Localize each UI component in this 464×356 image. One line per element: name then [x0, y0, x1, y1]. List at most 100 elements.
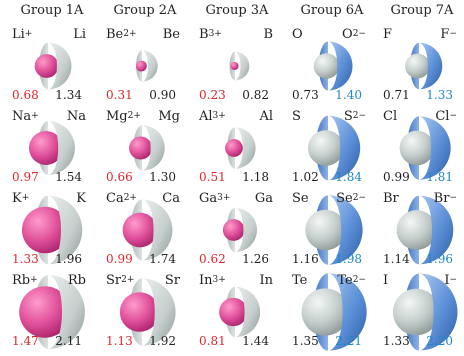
- ion-label: Al3+: [199, 110, 226, 124]
- ion-radius-value: 0.62: [199, 252, 226, 266]
- cell-5-2: Cl Cl− 0.99 1.81: [373, 106, 464, 190]
- atom-radius-value: 1.54: [55, 170, 82, 184]
- atom-drawing: [19, 275, 85, 349]
- metal-atom-outer-shell: [48, 42, 72, 90]
- atom-label: S: [292, 110, 301, 124]
- atom-drawing: [308, 115, 361, 181]
- ion-label-symbol: Al: [199, 109, 213, 124]
- atom-label: B: [263, 28, 273, 42]
- ion-label: Be2+: [106, 28, 137, 42]
- metal-atom-inner-sphere: [28, 131, 63, 165]
- ion-radius-value: 2.21: [335, 334, 362, 348]
- group-header-1: Group 1A: [20, 3, 84, 18]
- atom-label-symbol: In: [259, 273, 273, 288]
- ion-label: Ca2+: [106, 192, 137, 206]
- ion-label: Br−: [434, 192, 457, 206]
- atom-drawing: [396, 195, 454, 265]
- cell-4-1: O O2− 0.73 1.40: [282, 24, 374, 108]
- ion-label-charge: 3+: [212, 111, 226, 121]
- atom-drawing: [135, 50, 158, 82]
- metal-atom-outer-shell: [142, 125, 165, 171]
- atom-label-symbol: Cl: [383, 109, 398, 124]
- atom-label-symbol: O: [292, 27, 303, 42]
- ion-label-charge: +: [21, 193, 30, 203]
- ion-label-charge: 2+: [121, 275, 135, 285]
- atom-radius-value: 1.35: [292, 334, 319, 348]
- ion-radius-value: 0.68: [12, 88, 39, 102]
- atom-drawing: [129, 125, 165, 171]
- group-header-2: Group 2A: [113, 3, 177, 18]
- group-header-4: Group 6A: [300, 3, 364, 18]
- ion-label-charge: 3+: [212, 275, 226, 285]
- nonmetal-ion-inner-sphere: [305, 209, 346, 251]
- atom-drawing: [119, 278, 176, 346]
- ion-radius-value: 1.13: [106, 334, 133, 348]
- metal-atom-outer-shell: [142, 50, 158, 82]
- nonmetal-ion-inner-sphere: [392, 288, 440, 336]
- atom-label-symbol: Ca: [162, 191, 180, 206]
- metal-atom-outer-shell: [48, 195, 83, 265]
- metal-atom-outer-shell: [142, 278, 176, 346]
- metal-atom-inner-sphere: [119, 292, 160, 332]
- cell-5-3: Br Br− 1.14 1.96: [373, 188, 464, 272]
- ion-label-charge: +: [24, 29, 33, 39]
- nonmetal-ion-outer-shell: [328, 195, 363, 265]
- metal-atom-inner-sphere: [19, 286, 71, 338]
- atom-drawing: [219, 286, 261, 338]
- nonmetal-ion-inner-sphere: [308, 130, 344, 166]
- ion-radius-value: 0.99: [106, 252, 133, 266]
- cell-3-1: B3+ B 0.23 0.82: [189, 24, 281, 108]
- ion-label: Sr2+: [106, 274, 134, 288]
- ion-label-symbol: Se: [336, 191, 353, 206]
- atom-label: Mg: [158, 110, 180, 124]
- atom-drawing: [392, 273, 458, 351]
- atom-drawing: [122, 199, 173, 261]
- metal-atom-inner-sphere: [129, 136, 153, 160]
- cell-2-2: Mg2+ Mg 0.66 1.30: [96, 106, 188, 190]
- atom-label-symbol: Mg: [158, 109, 180, 124]
- ion-label-symbol: In: [199, 273, 213, 288]
- atom-label: Ga: [255, 192, 273, 206]
- metal-atom-inner-sphere: [219, 297, 248, 327]
- atom-radius-value: 1.30: [149, 170, 176, 184]
- ion-radius-value: 1.96: [426, 252, 453, 266]
- cell-5-4: I I− 1.33 2.20: [373, 270, 464, 354]
- ion-label-symbol: Br: [433, 191, 450, 206]
- atom-label: Sr: [165, 274, 180, 288]
- atom-label-symbol: Rb: [67, 273, 86, 288]
- nonmetal-ion-outer-shell: [419, 273, 458, 351]
- atom-label: I: [383, 274, 388, 288]
- ion-label-charge: 2−: [352, 193, 366, 203]
- atom-drawing: [34, 42, 72, 90]
- atom-radius-value: 1.74: [149, 252, 176, 266]
- atom-radius-value: 1.33: [383, 334, 410, 348]
- ion-radius-value: 1.84: [335, 170, 362, 184]
- metal-atom-outer-shell: [235, 286, 261, 338]
- ion-label-symbol: Cl: [435, 109, 450, 124]
- ion-label: B3+: [199, 28, 222, 42]
- metal-atom-outer-shell: [142, 199, 173, 261]
- ion-label: In3+: [199, 274, 226, 288]
- atom-drawing: [405, 42, 443, 90]
- metal-atom-inner-sphere: [122, 212, 158, 248]
- metal-atom-inner-sphere: [135, 60, 147, 72]
- atom-radius-value: 1.02: [292, 170, 319, 184]
- ion-label-charge: −: [449, 193, 457, 203]
- atom-drawing: [222, 207, 258, 253]
- nonmetal-ion-inner-sphere: [396, 210, 437, 250]
- metal-atom-inner-sphere: [21, 206, 69, 254]
- metal-atom-outer-shell: [235, 127, 256, 169]
- atom-label: F: [383, 28, 392, 42]
- ion-radius-value: 1.33: [426, 88, 453, 102]
- nonmetal-ion-inner-sphere: [313, 53, 340, 79]
- atom-drawing: [225, 127, 256, 169]
- ion-label: F−: [440, 28, 457, 42]
- ion-label: Na+: [12, 110, 39, 124]
- ion-label-charge: 2+: [127, 111, 141, 121]
- atom-label-symbol: Te: [292, 273, 308, 288]
- ion-label: Li+: [12, 28, 32, 42]
- atom-label: Br: [383, 192, 399, 206]
- ion-label-charge: 2+: [123, 29, 137, 39]
- nonmetal-ion-outer-shell: [419, 42, 443, 90]
- metal-atom-outer-shell: [235, 207, 258, 253]
